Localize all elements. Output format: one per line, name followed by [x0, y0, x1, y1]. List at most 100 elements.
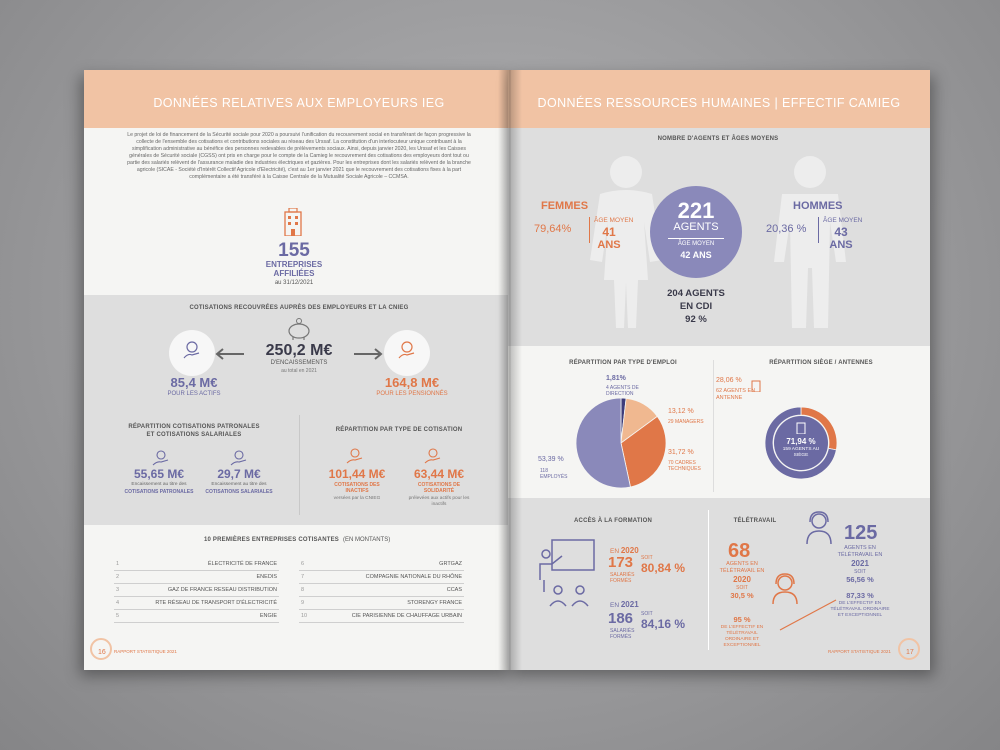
- antenne-pct: 28,06 %: [716, 377, 742, 384]
- total-value: 221: [677, 198, 715, 223]
- cotisations-title: COTISATIONS RECOUVRÉES AUPRÈS DES EMPLOY…: [189, 305, 409, 311]
- rank-number: 1: [116, 561, 120, 567]
- headset-agent-icon: [772, 573, 798, 604]
- t2021-sub: DE L'EFFECTIF EN TÉLÉTRAVAIL ORDINAIRE E…: [830, 601, 890, 618]
- pie-slice-agents-au-si-ge: [764, 406, 837, 480]
- rank-number: 5: [116, 613, 120, 619]
- entreprises-date: au 31/12/2021: [274, 280, 314, 286]
- intro-paragraph: Le projet de loi de financement de la Sé…: [127, 132, 471, 181]
- company-name: STORENGY FRANCE: [407, 600, 462, 606]
- antenne-label: 62 AGENTS EN ANTENNE: [716, 388, 756, 401]
- t2020-value: 68: [728, 540, 751, 562]
- solidarite-label: COTISATIONS DE SOLIDARITÉ: [417, 482, 461, 494]
- total-agents-circle: [650, 186, 742, 278]
- divider: [708, 510, 709, 650]
- growth-line-icon: [779, 599, 837, 631]
- emploi-title: RÉPARTITION PAR TYPE D'EMPLOI: [569, 360, 677, 366]
- rank-number: 3: [116, 587, 120, 593]
- cadres-label: 70 CADRES TECHNIQUES: [668, 460, 701, 473]
- top10-title: 10 PREMIÈRES ENTREPRISES COTISANTES: [203, 537, 339, 543]
- f2021-year: 2021: [620, 600, 639, 609]
- siege-pct: 71,94 %: [786, 437, 816, 446]
- repart-type-title: RÉPARTITION PAR TYPE DE COTISATION: [335, 427, 463, 433]
- page-ring-ornament: [90, 638, 112, 660]
- encaissements-label: D'ENCAISSEMENTS: [270, 360, 328, 366]
- table-row: 2 ENEDIS: [114, 571, 279, 584]
- siege-label: 159 AGENTS AU SIÈGE: [782, 447, 820, 458]
- f2020-soit: SOIT: [641, 555, 653, 561]
- page-right: DONNÉES RESSOURCES HUMAINES | EFFECTIF C…: [508, 70, 930, 670]
- femmes-divider: [589, 217, 590, 243]
- coins-hand-icon: [152, 450, 169, 466]
- company-name: GAZ DE FRANCE RESEAU DISTRIBUTION: [167, 587, 277, 593]
- entreprises-label: ENTREPRISES AFFILIÉES: [265, 260, 323, 279]
- hommes-age: 43: [834, 225, 848, 239]
- solidarite-sub: prélevées aux actifs pour les inactifs: [408, 496, 470, 507]
- inactifs-label: COTISATIONS DES INACTIFS: [334, 482, 380, 494]
- rank-number: 4: [116, 600, 120, 606]
- agents-title: NOMBRE D'AGENTS ET ÂGES MOYENS: [657, 136, 779, 142]
- femmes-age-label: ÂGE MOYEN: [594, 217, 634, 224]
- top10-subtitle: (EN MONTANTS): [343, 537, 391, 543]
- company-name: COMPAGNIE NATIONALE DU RHÔNE: [365, 574, 462, 580]
- managers-pct: 13,12 %: [668, 408, 694, 415]
- rank-number: 8: [301, 587, 305, 593]
- page-ring-ornament: [898, 638, 920, 660]
- f2020-label: SALARIÉS FORMÉS: [610, 572, 635, 584]
- salariales-sub: Encaissement au titre des: [211, 482, 267, 487]
- hommes-pct: 20,36 %: [766, 223, 807, 235]
- t2020-sub: DE L'EFFECTIF EN TÉLÉTRAVAIL ORDINAIRE E…: [720, 625, 764, 648]
- femmes-label: FEMMES: [541, 200, 589, 212]
- cdi-value: 204 AGENTS: [667, 288, 725, 299]
- coins-hand-icon: [230, 450, 247, 466]
- f2020-pct: 80,84 %: [641, 561, 686, 575]
- formation-title: ACCÈS À LA FORMATION: [574, 518, 652, 524]
- total-label: AGENTS: [673, 221, 719, 233]
- t2020-year: 2020: [733, 575, 751, 584]
- salariales-value: 29,7 M€: [217, 467, 261, 481]
- header-band: DONNÉES RELATIVES AUX EMPLOYEURS IEG: [84, 70, 514, 128]
- encaissements-sub: au total en 2021: [281, 368, 317, 374]
- rank-number: 2: [116, 574, 120, 580]
- arrow-left-icon: [215, 348, 244, 360]
- t2021-value: 125: [844, 522, 878, 544]
- employes-label: 118 EMPLOYÉS: [540, 468, 568, 481]
- divider: [713, 360, 714, 492]
- hommes-divider: [818, 217, 819, 243]
- siege-title: RÉPARTITION SIÈGE / ANTENNES: [769, 360, 873, 366]
- solidarite-value: 63,44 M€: [413, 467, 465, 481]
- formation-teletravail-section: [508, 498, 930, 670]
- t2021-year: 2021: [851, 559, 869, 568]
- company-name: CCAS: [446, 587, 462, 593]
- patronales-sub: Encaissement au titre des: [131, 482, 187, 487]
- f2021-label: SALARIÉS FORMÉS: [610, 628, 635, 640]
- building-icon: [796, 422, 806, 434]
- siege-donut-chart: [764, 406, 838, 480]
- arrow-right-icon: [354, 348, 383, 360]
- emploi-pie-chart: [575, 397, 667, 489]
- header-band: DONNÉES RESSOURCES HUMAINES | EFFECTIF C…: [508, 70, 930, 128]
- pie-slice-employ-s: [575, 397, 631, 489]
- page-number: 17: [906, 649, 914, 656]
- coins-hand-icon: [183, 341, 200, 359]
- encaissements-value: 250,2 M€: [265, 342, 333, 359]
- pensionnes-value: 164,8 M€: [384, 375, 440, 390]
- inactifs-sub: versées par la CNIEG: [333, 496, 381, 501]
- table-row: 7 COMPAGNIE NATIONALE DU RHÔNE: [299, 571, 464, 584]
- coins-hand-icon: [398, 341, 415, 359]
- total-age: 42 ANS: [680, 250, 712, 260]
- teacher-icon: [539, 539, 595, 607]
- company-name: ÉLECTRICITÉ DE FRANCE: [207, 561, 277, 567]
- company-name: GRTGAZ: [439, 561, 462, 567]
- donut-center: [774, 416, 828, 470]
- rank-number: 7: [301, 574, 305, 580]
- t2020-pct: 30,5 %: [730, 591, 754, 600]
- t2020-label: AGENTS EN TÉLÉTRAVAIL EN: [719, 561, 765, 574]
- company-name: ENGIE: [259, 613, 277, 619]
- employes-pct: 53,39 %: [538, 456, 564, 463]
- f2021-pct: 84,16 %: [641, 617, 686, 631]
- rank-number: 9: [301, 600, 305, 606]
- t2020-soit: SOIT: [736, 585, 748, 591]
- cdi-label: EN CDI: [679, 301, 713, 312]
- building-icon: [751, 380, 761, 392]
